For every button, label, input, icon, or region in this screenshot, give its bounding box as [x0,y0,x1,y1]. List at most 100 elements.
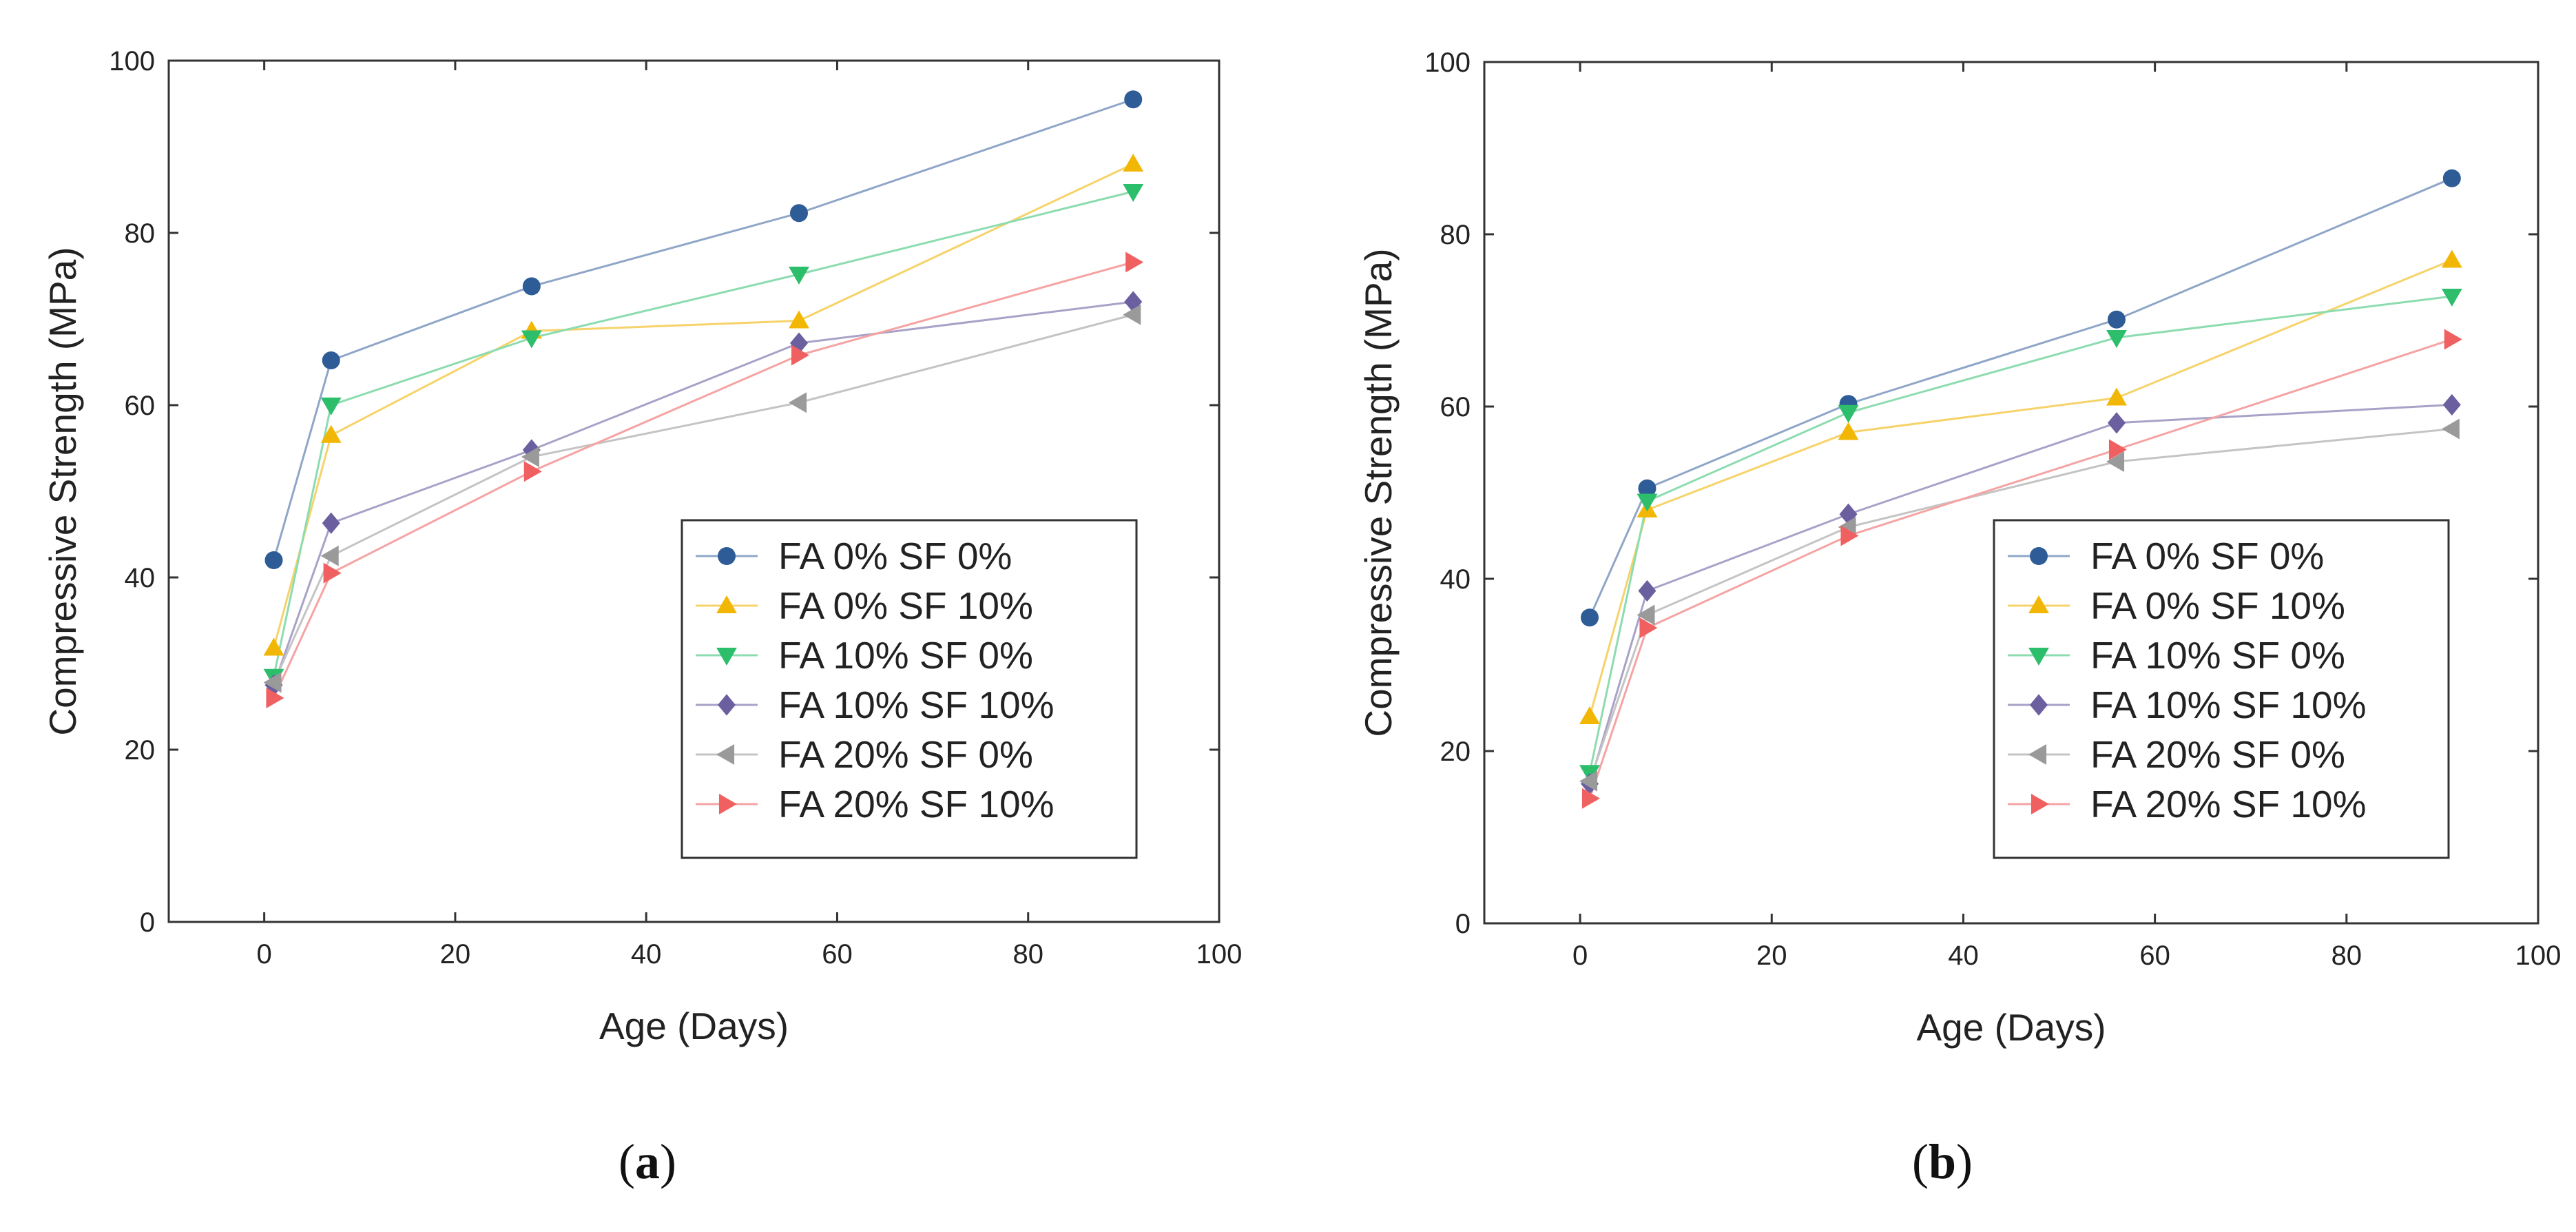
y-tick-label: 40 [1440,564,1471,595]
data-point-s0-p4 [2442,169,2461,187]
data-point-s2-p2 [521,330,542,349]
x-tick-label: 40 [631,939,662,969]
legend-marker-3 [718,694,736,716]
caption-close-paren: ) [1956,1134,1973,1189]
legend-label-1: FA 0% SF 10% [2090,584,2345,627]
legend-label-1: FA 0% SF 10% [778,584,1033,627]
data-point-s2-p1 [1637,493,1658,512]
x-axis-title: Age (Days) [599,1005,789,1047]
x-axis-title: Age (Days) [1916,1006,2106,1049]
data-point-s2-p4 [2441,288,2462,307]
data-point-s5-p2 [523,461,542,482]
caption-letter: a [635,1134,660,1189]
data-point-s5-p1 [1639,617,1658,639]
caption-close-paren: ) [660,1134,676,1189]
data-point-s5-p2 [1840,525,1859,546]
data-point-s4-p1 [1637,604,1655,626]
y-tick-label: 40 [125,563,156,593]
data-point-s5-p4 [2444,329,2462,350]
plot-frame [1483,61,2539,925]
legend-label-4: FA 20% SF 0% [778,733,1033,776]
y-axis-title: Compressive Strength (MPa) [41,247,84,735]
data-point-s1-p0 [263,637,284,656]
caption-letter: b [1929,1134,1956,1189]
data-point-s4-p0 [263,672,282,693]
legend-marker-4 [716,744,735,765]
y-tick-label: 60 [1440,392,1471,422]
data-point-s4-p3 [789,392,807,413]
data-point-s4-p2 [521,446,539,467]
data-point-s0-p1 [322,351,340,369]
legend: FA 0% SF 0% FA 0% SF 10% FA 10% SF 0% FA 10… [1993,519,2450,859]
legend-marker-3 [2030,694,2048,716]
legend: FA 0% SF 0% FA 0% SF 10% FA 10% SF 0% FA 10… [681,519,1138,859]
x-tick-label: 80 [2331,941,2362,971]
legend-box [681,519,1138,859]
data-point-s0-p0 [1581,608,1599,627]
panel-caption: (a) [619,1134,676,1189]
legend-label-3: FA 10% SF 10% [778,684,1055,726]
legend-label-4: FA 20% SF 0% [2090,733,2345,776]
data-point-s2-p4 [1123,183,1144,202]
legend-label-2: FA 10% SF 0% [778,634,1033,677]
legend-marker-0 [2030,547,2048,565]
x-tick-label: 100 [1196,939,1243,969]
legend-marker-2 [716,647,737,666]
data-point-s0-p4 [1124,90,1143,109]
data-point-s4-p1 [320,545,339,566]
data-point-s3-p1 [1638,579,1656,602]
data-point-s1-p4 [1123,154,1144,172]
data-point-s0-p1 [1638,479,1656,497]
caption-open-paren: ( [619,1134,635,1189]
data-point-s1-p3 [789,310,809,329]
legend-marker-1 [2028,595,2049,614]
legend-marker-5 [718,794,737,814]
data-point-s4-p0 [1579,770,1598,792]
data-point-s5-p0 [266,688,284,708]
y-tick-label: 80 [1440,220,1471,250]
data-point-s2-p2 [1838,404,1859,423]
data-point-s1-p3 [2106,387,2127,406]
x-tick-label: 20 [1756,941,1787,971]
x-tick-label: 0 [1572,941,1588,971]
data-point-s4-p3 [2106,451,2125,472]
x-tick-label: 60 [2139,941,2170,971]
data-point-s0-p0 [264,551,283,569]
panel-caption: (b) [1912,1134,1973,1189]
legend-marker-2 [2028,647,2049,666]
data-point-s0-p3 [2108,310,2126,329]
x-tick-label: 20 [440,939,471,969]
y-tick-label: 60 [125,391,156,421]
legend-marker-1 [716,595,737,614]
data-point-s5-p3 [791,345,809,366]
y-axis-title: Compressive Strength (MPa) [1357,248,1400,737]
chart-panel-a: 0 20 40 60 80 100 0 20 40 60 80 100 Age (Days) Compre… [41,46,1242,1189]
data-point-s5-p4 [1125,251,1144,273]
data-point-s3-p3 [2108,412,2126,434]
y-tick-label: 100 [1424,48,1471,78]
legend-box [1993,519,2450,859]
legend-label-3: FA 10% SF 10% [2090,684,2367,726]
data-point-s5-p0 [1581,788,1600,809]
x-tick-label: 40 [1948,941,1979,971]
data-point-s2-p3 [789,266,809,285]
data-point-s3-p4 [2442,393,2461,416]
legend-label-0: FA 0% SF 0% [2090,535,2324,577]
legend-marker-0 [718,547,736,565]
data-point-s3-p1 [322,512,340,534]
legend-label-5: FA 20% SF 10% [2090,783,2367,825]
data-point-s5-p3 [2108,439,2127,460]
x-tick-label: 60 [822,939,853,969]
x-tick-label: 0 [257,939,272,969]
plot-frame [167,59,1221,923]
y-tick-label: 0 [140,907,155,938]
data-point-s1-p0 [1579,706,1600,725]
y-tick-label: 80 [125,218,156,249]
data-point-s1-p2 [1838,422,1859,440]
y-tick-label: 20 [125,735,156,766]
data-point-s4-p4 [2441,418,2460,440]
legend-marker-5 [2030,794,2049,814]
caption-open-paren: ( [1912,1134,1929,1189]
series-line-0 [273,98,1134,561]
